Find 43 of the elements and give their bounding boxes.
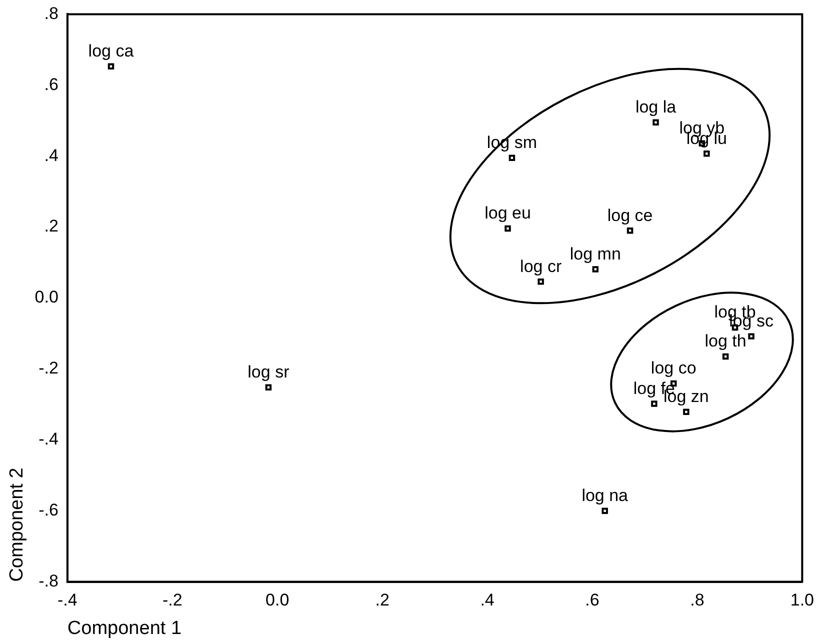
point bbox=[592, 266, 599, 272]
annotation: log la bbox=[635, 98, 677, 117]
point bbox=[626, 227, 634, 234]
point bbox=[508, 154, 516, 161]
x-tick-label: .6 bbox=[585, 590, 600, 610]
x-tick-label: .2 bbox=[375, 590, 390, 610]
annotation: log ca bbox=[88, 42, 134, 61]
x-tick-label: 1.0 bbox=[790, 590, 814, 610]
y-axis-title: Component 2 bbox=[6, 468, 28, 582]
point bbox=[683, 408, 690, 415]
x-axis-title: Component 1 bbox=[67, 618, 182, 639]
annotation: log co bbox=[650, 358, 696, 378]
x-tick-label: -.2 bbox=[162, 590, 182, 610]
point bbox=[538, 278, 544, 285]
annotation: log mn bbox=[570, 244, 621, 264]
point bbox=[504, 225, 511, 232]
x-tick-label: -.4 bbox=[58, 590, 78, 610]
point bbox=[748, 333, 754, 340]
y-tick-label: .8 bbox=[44, 4, 58, 23]
point bbox=[602, 508, 608, 514]
x-tick-label: .4 bbox=[480, 590, 494, 610]
annotation: log th bbox=[704, 332, 746, 351]
x-tick-label: 0.0 bbox=[266, 590, 290, 610]
y-tick-label: -.2 bbox=[38, 358, 58, 378]
annotation: log na bbox=[582, 486, 629, 506]
y-tick-label: .2 bbox=[44, 216, 58, 236]
y-tick-label: .6 bbox=[44, 74, 58, 94]
point bbox=[651, 400, 658, 407]
annotation: log eu bbox=[484, 204, 531, 223]
annotation: log ce bbox=[607, 206, 653, 225]
point bbox=[108, 63, 114, 70]
point bbox=[722, 353, 729, 360]
y-tick-label: -.8 bbox=[38, 571, 58, 590]
y-tick-label: 0.0 bbox=[34, 288, 58, 307]
y-tick-label: -.6 bbox=[38, 500, 58, 520]
point bbox=[704, 150, 710, 157]
annotation: log cr bbox=[520, 256, 562, 276]
y-tick-label: .4 bbox=[44, 146, 58, 165]
point bbox=[652, 119, 659, 126]
point bbox=[265, 384, 272, 391]
annotation: log sr bbox=[248, 362, 290, 382]
x-tick-label: .8 bbox=[690, 590, 704, 610]
y-tick-label: -.4 bbox=[38, 430, 58, 449]
